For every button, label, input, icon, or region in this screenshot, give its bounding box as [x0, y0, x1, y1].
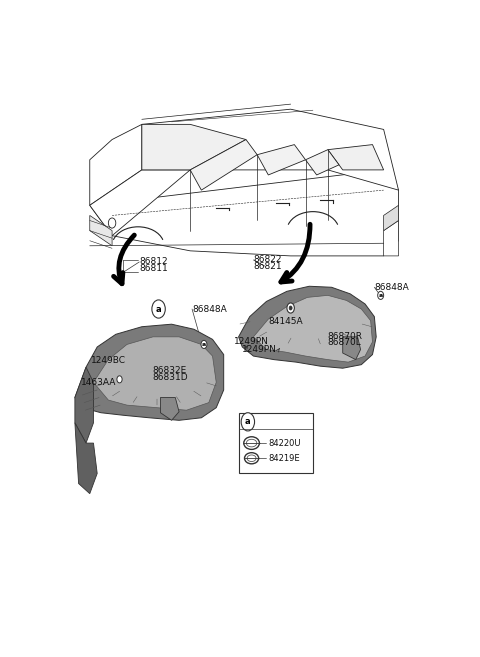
Text: 86848A: 86848A	[192, 305, 227, 313]
Circle shape	[152, 300, 165, 318]
Polygon shape	[142, 109, 398, 190]
Text: a: a	[379, 293, 383, 298]
Circle shape	[117, 376, 122, 383]
Circle shape	[287, 303, 294, 313]
Text: 1249PN: 1249PN	[242, 346, 277, 355]
Polygon shape	[190, 139, 257, 190]
Text: a: a	[245, 417, 251, 426]
Text: 84145A: 84145A	[268, 317, 303, 326]
Text: 86831D: 86831D	[152, 373, 188, 382]
Polygon shape	[253, 296, 372, 362]
Polygon shape	[75, 324, 224, 420]
FancyBboxPatch shape	[239, 413, 313, 474]
Ellipse shape	[244, 437, 259, 449]
Text: 86821: 86821	[253, 261, 282, 271]
Polygon shape	[90, 215, 112, 246]
Polygon shape	[90, 170, 398, 256]
Polygon shape	[142, 124, 246, 170]
Text: 86832E: 86832E	[152, 366, 187, 375]
Ellipse shape	[247, 455, 256, 462]
Polygon shape	[160, 397, 179, 420]
Circle shape	[108, 218, 116, 228]
Text: 86812: 86812	[139, 258, 168, 267]
Polygon shape	[75, 367, 94, 443]
Polygon shape	[343, 337, 360, 359]
Polygon shape	[75, 423, 97, 493]
Circle shape	[289, 306, 292, 310]
Polygon shape	[94, 337, 216, 410]
Text: 84220U: 84220U	[268, 439, 301, 447]
Text: 86811: 86811	[139, 263, 168, 273]
Text: 1249PN: 1249PN	[234, 338, 269, 346]
Polygon shape	[90, 170, 190, 236]
Polygon shape	[239, 286, 376, 368]
Polygon shape	[90, 124, 142, 205]
Ellipse shape	[244, 453, 259, 464]
Polygon shape	[384, 205, 398, 231]
Polygon shape	[328, 145, 384, 170]
Text: a: a	[156, 305, 161, 313]
Circle shape	[201, 340, 207, 348]
Text: 86870R: 86870R	[327, 332, 362, 342]
Text: 84219E: 84219E	[268, 454, 300, 463]
Polygon shape	[257, 145, 305, 175]
Text: 1463AA: 1463AA	[81, 378, 117, 387]
Polygon shape	[384, 221, 398, 256]
Text: 1249BC: 1249BC	[91, 356, 125, 365]
Polygon shape	[305, 150, 339, 175]
Text: 86870L: 86870L	[327, 338, 361, 348]
Text: a: a	[202, 342, 206, 347]
Text: 86848A: 86848A	[374, 283, 409, 292]
Text: 86822: 86822	[253, 256, 282, 265]
Circle shape	[378, 291, 384, 300]
Circle shape	[241, 413, 254, 431]
Ellipse shape	[246, 440, 257, 447]
